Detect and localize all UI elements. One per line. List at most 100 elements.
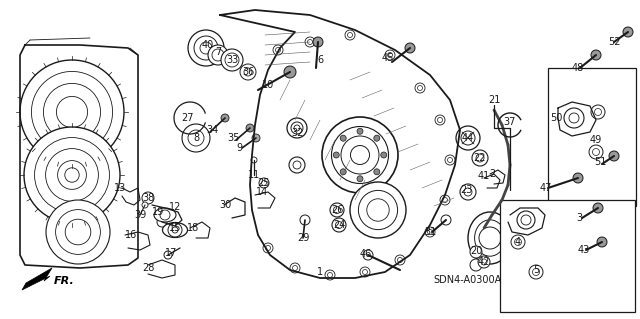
Circle shape: [357, 128, 363, 134]
Circle shape: [479, 227, 501, 249]
Text: 37: 37: [504, 117, 516, 127]
Circle shape: [212, 49, 224, 61]
Circle shape: [472, 150, 488, 166]
Circle shape: [591, 50, 601, 60]
Circle shape: [593, 149, 600, 155]
Text: 26: 26: [331, 205, 343, 215]
Circle shape: [160, 210, 170, 220]
Circle shape: [263, 243, 273, 253]
Circle shape: [345, 30, 355, 40]
Circle shape: [470, 246, 482, 258]
Ellipse shape: [475, 220, 506, 256]
Circle shape: [24, 127, 120, 223]
Circle shape: [358, 190, 397, 230]
Circle shape: [478, 256, 490, 268]
Text: 9: 9: [236, 143, 242, 153]
Text: 24: 24: [333, 220, 345, 230]
Circle shape: [221, 114, 229, 122]
Text: 1: 1: [317, 267, 323, 277]
Circle shape: [168, 223, 182, 237]
Circle shape: [330, 203, 344, 217]
Ellipse shape: [154, 208, 176, 222]
Text: 16: 16: [125, 230, 137, 240]
Circle shape: [46, 200, 110, 264]
Circle shape: [188, 30, 224, 66]
Circle shape: [266, 246, 271, 250]
Circle shape: [442, 197, 447, 203]
Text: 2: 2: [489, 169, 495, 179]
Text: 35: 35: [228, 133, 240, 143]
Circle shape: [340, 169, 346, 175]
Circle shape: [322, 117, 398, 193]
Circle shape: [240, 64, 256, 80]
Circle shape: [350, 182, 406, 238]
Text: 33: 33: [226, 55, 238, 65]
Circle shape: [20, 60, 124, 164]
Circle shape: [259, 178, 269, 188]
Circle shape: [515, 239, 522, 246]
Circle shape: [287, 118, 307, 138]
Text: 25: 25: [258, 178, 270, 188]
Circle shape: [441, 215, 451, 225]
Circle shape: [597, 237, 607, 247]
Circle shape: [521, 215, 531, 225]
Circle shape: [438, 117, 442, 122]
Circle shape: [481, 259, 487, 265]
Circle shape: [340, 135, 346, 141]
Circle shape: [569, 113, 579, 123]
Text: 3: 3: [576, 213, 582, 223]
Ellipse shape: [468, 212, 512, 264]
Circle shape: [188, 130, 204, 146]
Text: 8: 8: [193, 133, 199, 143]
Circle shape: [511, 235, 525, 249]
Circle shape: [461, 131, 475, 145]
Circle shape: [273, 45, 283, 55]
Circle shape: [313, 37, 323, 47]
Circle shape: [435, 115, 445, 125]
Circle shape: [307, 40, 312, 44]
Circle shape: [289, 157, 305, 173]
Text: 18: 18: [187, 223, 199, 233]
Circle shape: [456, 126, 480, 150]
Circle shape: [564, 108, 584, 128]
Text: 48: 48: [572, 63, 584, 73]
Circle shape: [332, 127, 388, 183]
Bar: [548, 68, 636, 206]
Circle shape: [445, 155, 455, 165]
Circle shape: [623, 27, 633, 37]
Text: 47: 47: [540, 183, 552, 193]
Text: 30: 30: [219, 200, 231, 210]
Circle shape: [225, 53, 239, 67]
Text: 12: 12: [169, 202, 181, 212]
Text: 28: 28: [142, 263, 154, 273]
Circle shape: [305, 37, 315, 47]
Circle shape: [44, 83, 100, 141]
Circle shape: [362, 270, 367, 275]
Circle shape: [381, 152, 387, 158]
Circle shape: [182, 124, 210, 152]
Text: 38: 38: [142, 193, 154, 203]
Circle shape: [428, 229, 433, 234]
Circle shape: [417, 85, 422, 91]
Circle shape: [476, 154, 484, 162]
Text: 7: 7: [215, 47, 221, 57]
Circle shape: [290, 263, 300, 273]
Circle shape: [164, 251, 172, 259]
Circle shape: [341, 136, 379, 174]
Bar: [500, 200, 635, 312]
Circle shape: [194, 36, 218, 60]
Text: 39: 39: [134, 210, 146, 220]
Circle shape: [328, 272, 333, 278]
Circle shape: [374, 135, 380, 141]
Text: 6: 6: [317, 55, 323, 65]
Circle shape: [208, 45, 228, 65]
Text: 13: 13: [114, 183, 126, 193]
Text: 21: 21: [488, 95, 500, 105]
Text: 32: 32: [291, 128, 303, 138]
Circle shape: [529, 265, 543, 279]
Circle shape: [35, 137, 109, 212]
Circle shape: [65, 219, 91, 245]
Circle shape: [31, 71, 113, 152]
Circle shape: [284, 66, 296, 78]
Circle shape: [142, 192, 154, 204]
